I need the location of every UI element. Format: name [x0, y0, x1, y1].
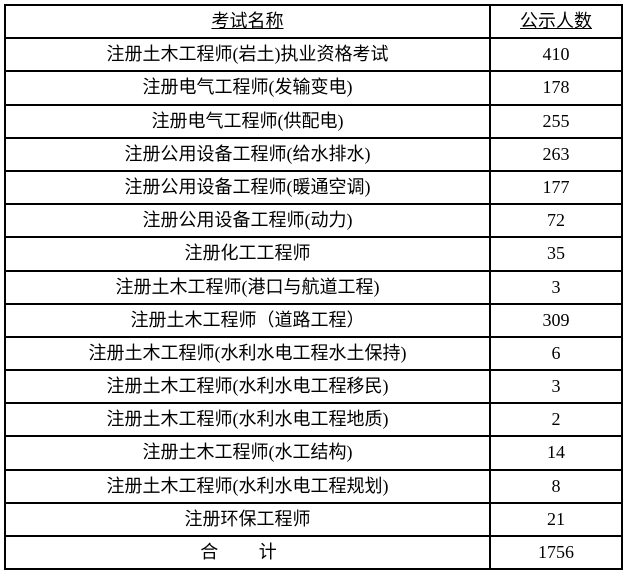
- count-cell: 21: [490, 503, 622, 536]
- count-cell: 178: [490, 71, 622, 104]
- count-cell: 177: [490, 171, 622, 204]
- count-cell: 14: [490, 436, 622, 469]
- count-cell: 35: [490, 237, 622, 270]
- exam-name-cell: 注册环保工程师: [5, 503, 490, 536]
- exam-name-cell: 注册土木工程师(水工结构): [5, 436, 490, 469]
- header-exam-name: 考试名称: [5, 5, 490, 38]
- exam-name-cell: 注册土木工程师(水利水电工程移民): [5, 370, 490, 403]
- count-cell: 410: [490, 38, 622, 71]
- count-cell: 263: [490, 138, 622, 171]
- table-row: 注册公用设备工程师(给水排水)263: [5, 138, 622, 171]
- exam-name-cell: 注册土木工程师(岩土)执业资格考试: [5, 38, 490, 71]
- exam-name-cell: 注册公用设备工程师(给水排水): [5, 138, 490, 171]
- table-row: 注册土木工程师(水利水电工程地质)2: [5, 403, 622, 436]
- table-row: 注册电气工程师(供配电)255: [5, 105, 622, 138]
- table-row: 注册土木工程师(水利水电工程移民)3: [5, 370, 622, 403]
- count-cell: 309: [490, 304, 622, 337]
- table-row: 注册土木工程师(水利水电工程规划)8: [5, 470, 622, 503]
- exam-name-cell: 注册土木工程师(水利水电工程地质): [5, 403, 490, 436]
- table-row: 注册公用设备工程师(动力)72: [5, 204, 622, 237]
- table-body: 注册土木工程师(岩土)执业资格考试410注册电气工程师(发输变电)178注册电气…: [5, 38, 622, 536]
- count-cell: 6: [490, 337, 622, 370]
- exam-name-cell: 注册化工工程师: [5, 237, 490, 270]
- exam-name-cell: 注册土木工程师(水利水电工程规划): [5, 470, 490, 503]
- table-row: 注册土木工程师(岩土)执业资格考试410: [5, 38, 622, 71]
- table-row: 注册土木工程师(水工结构)14: [5, 436, 622, 469]
- header-count: 公示人数: [490, 5, 622, 38]
- count-cell: 8: [490, 470, 622, 503]
- exam-name-cell: 注册公用设备工程师(动力): [5, 204, 490, 237]
- table-row: 注册公用设备工程师(暖通空调)177: [5, 171, 622, 204]
- table-header-row: 考试名称 公示人数: [5, 5, 622, 38]
- count-cell: 72: [490, 204, 622, 237]
- exam-stats-table: 考试名称 公示人数 注册土木工程师(岩土)执业资格考试410注册电气工程师(发输…: [4, 4, 623, 570]
- table-row: 注册电气工程师(发输变电)178: [5, 71, 622, 104]
- exam-name-cell: 注册土木工程师(水利水电工程水土保持): [5, 337, 490, 370]
- total-label: 合 计: [5, 536, 490, 569]
- table-total-row: 合 计 1756: [5, 536, 622, 569]
- exam-name-cell: 注册公用设备工程师(暖通空调): [5, 171, 490, 204]
- table-row: 注册环保工程师21: [5, 503, 622, 536]
- table-row: 注册土木工程师（道路工程）309: [5, 304, 622, 337]
- count-cell: 2: [490, 403, 622, 436]
- exam-name-cell: 注册土木工程师(港口与航道工程): [5, 271, 490, 304]
- exam-name-cell: 注册电气工程师(发输变电): [5, 71, 490, 104]
- exam-name-cell: 注册电气工程师(供配电): [5, 105, 490, 138]
- exam-name-cell: 注册土木工程师（道路工程）: [5, 304, 490, 337]
- count-cell: 3: [490, 370, 622, 403]
- table-row: 注册土木工程师(水利水电工程水土保持)6: [5, 337, 622, 370]
- count-cell: 255: [490, 105, 622, 138]
- table-row: 注册化工工程师35: [5, 237, 622, 270]
- total-value: 1756: [490, 536, 622, 569]
- count-cell: 3: [490, 271, 622, 304]
- table-row: 注册土木工程师(港口与航道工程)3: [5, 271, 622, 304]
